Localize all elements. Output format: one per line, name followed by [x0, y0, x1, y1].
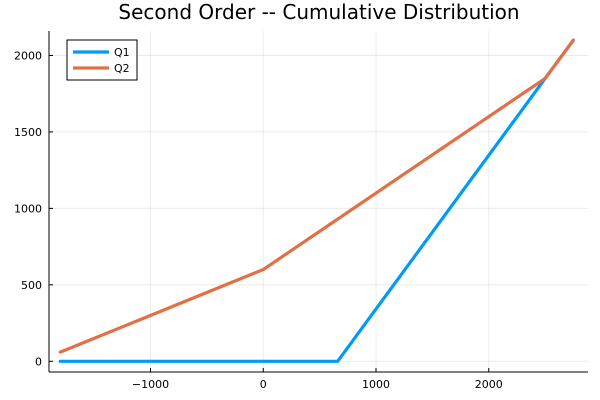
- chart-title: Second Order -- Cumulative Distribution: [118, 0, 519, 24]
- legend-box: [66, 39, 138, 81]
- y-tick-label: 0: [35, 355, 42, 368]
- y-tick-label: 500: [21, 279, 42, 292]
- grid: [49, 31, 588, 372]
- axes: −1000 0 1000 2000 0 500 1000 1500 2000: [14, 31, 588, 391]
- x-tick-label: 1000: [362, 378, 390, 391]
- y-tick-label: 1000: [14, 202, 42, 215]
- legend-label: Q1: [114, 46, 130, 59]
- x-tick-label: 0: [260, 378, 267, 391]
- legend-label: Q2: [114, 62, 130, 75]
- y-tick-label: 2000: [14, 49, 42, 62]
- series-line-q1: [58, 38, 575, 363]
- series-lines: [58, 38, 575, 363]
- x-tick-label: 2000: [475, 378, 503, 391]
- x-tick-label: −1000: [132, 378, 169, 391]
- y-tick-label: 1500: [14, 126, 42, 139]
- series-line-q2: [58, 38, 575, 354]
